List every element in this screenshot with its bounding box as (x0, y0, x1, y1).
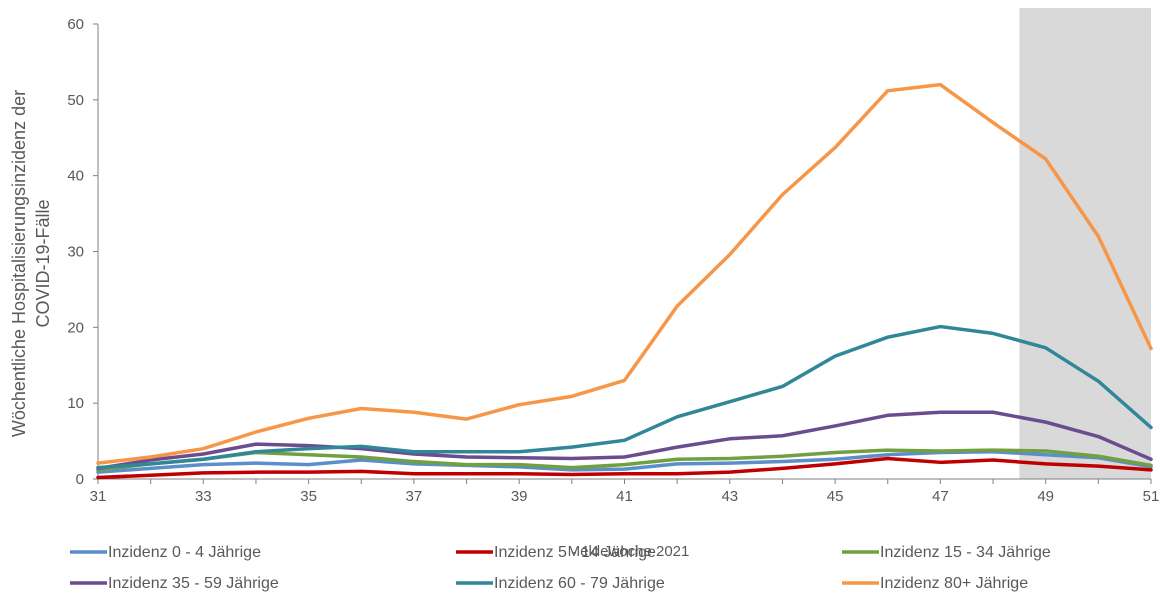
y-axis-title-line2: COVID-19-Fälle (33, 199, 53, 327)
series-line (96, 456, 1153, 480)
legend-label: Inzidenz 15 - 34 Jährige (880, 544, 1051, 561)
x-tick-label: 39 (511, 488, 528, 505)
legend-label: Inzidenz 80+ Jährige (880, 575, 1028, 592)
legend-label: Inzidenz 60 - 79 Jährige (494, 575, 665, 592)
y-tick-label: 40 (67, 168, 84, 185)
legend-label: Inzidenz 5 - 14 Jährige (494, 544, 656, 561)
y-tick-label: 50 (67, 92, 84, 109)
x-tick-label: 49 (1037, 488, 1054, 505)
y-tick-label: 20 (67, 319, 84, 336)
legend-label: Inzidenz 35 - 59 Jährige (108, 575, 279, 592)
x-tick-label: 41 (616, 488, 633, 505)
series-line (96, 324, 1153, 470)
series-line (96, 448, 1153, 472)
x-tick-label: 51 (1143, 488, 1160, 505)
y-tick-label: 10 (67, 395, 84, 412)
y-tick-label: 60 (67, 16, 84, 33)
x-axis-title: Meldewoche 2021 (568, 543, 690, 560)
shaded-region (1019, 8, 1151, 479)
y-tick-label: 0 (76, 471, 84, 488)
x-tick-label: 31 (90, 488, 107, 505)
x-tick-label: 35 (300, 488, 317, 505)
series-line (96, 82, 1153, 465)
x-tick-label: 47 (932, 488, 949, 505)
x-tick-label: 45 (827, 488, 844, 505)
x-tick-label: 43 (721, 488, 738, 505)
series-line (96, 410, 1153, 471)
series-line (96, 449, 1153, 474)
legend-label: Inzidenz 0 - 4 Jährige (108, 544, 261, 561)
x-tick-label: 37 (406, 488, 423, 505)
y-tick-label: 30 (67, 244, 84, 261)
y-axis-title-line1: Wöchentliche Hospitalisierungsinzidenz d… (9, 90, 29, 437)
x-tick-label: 33 (195, 488, 212, 505)
